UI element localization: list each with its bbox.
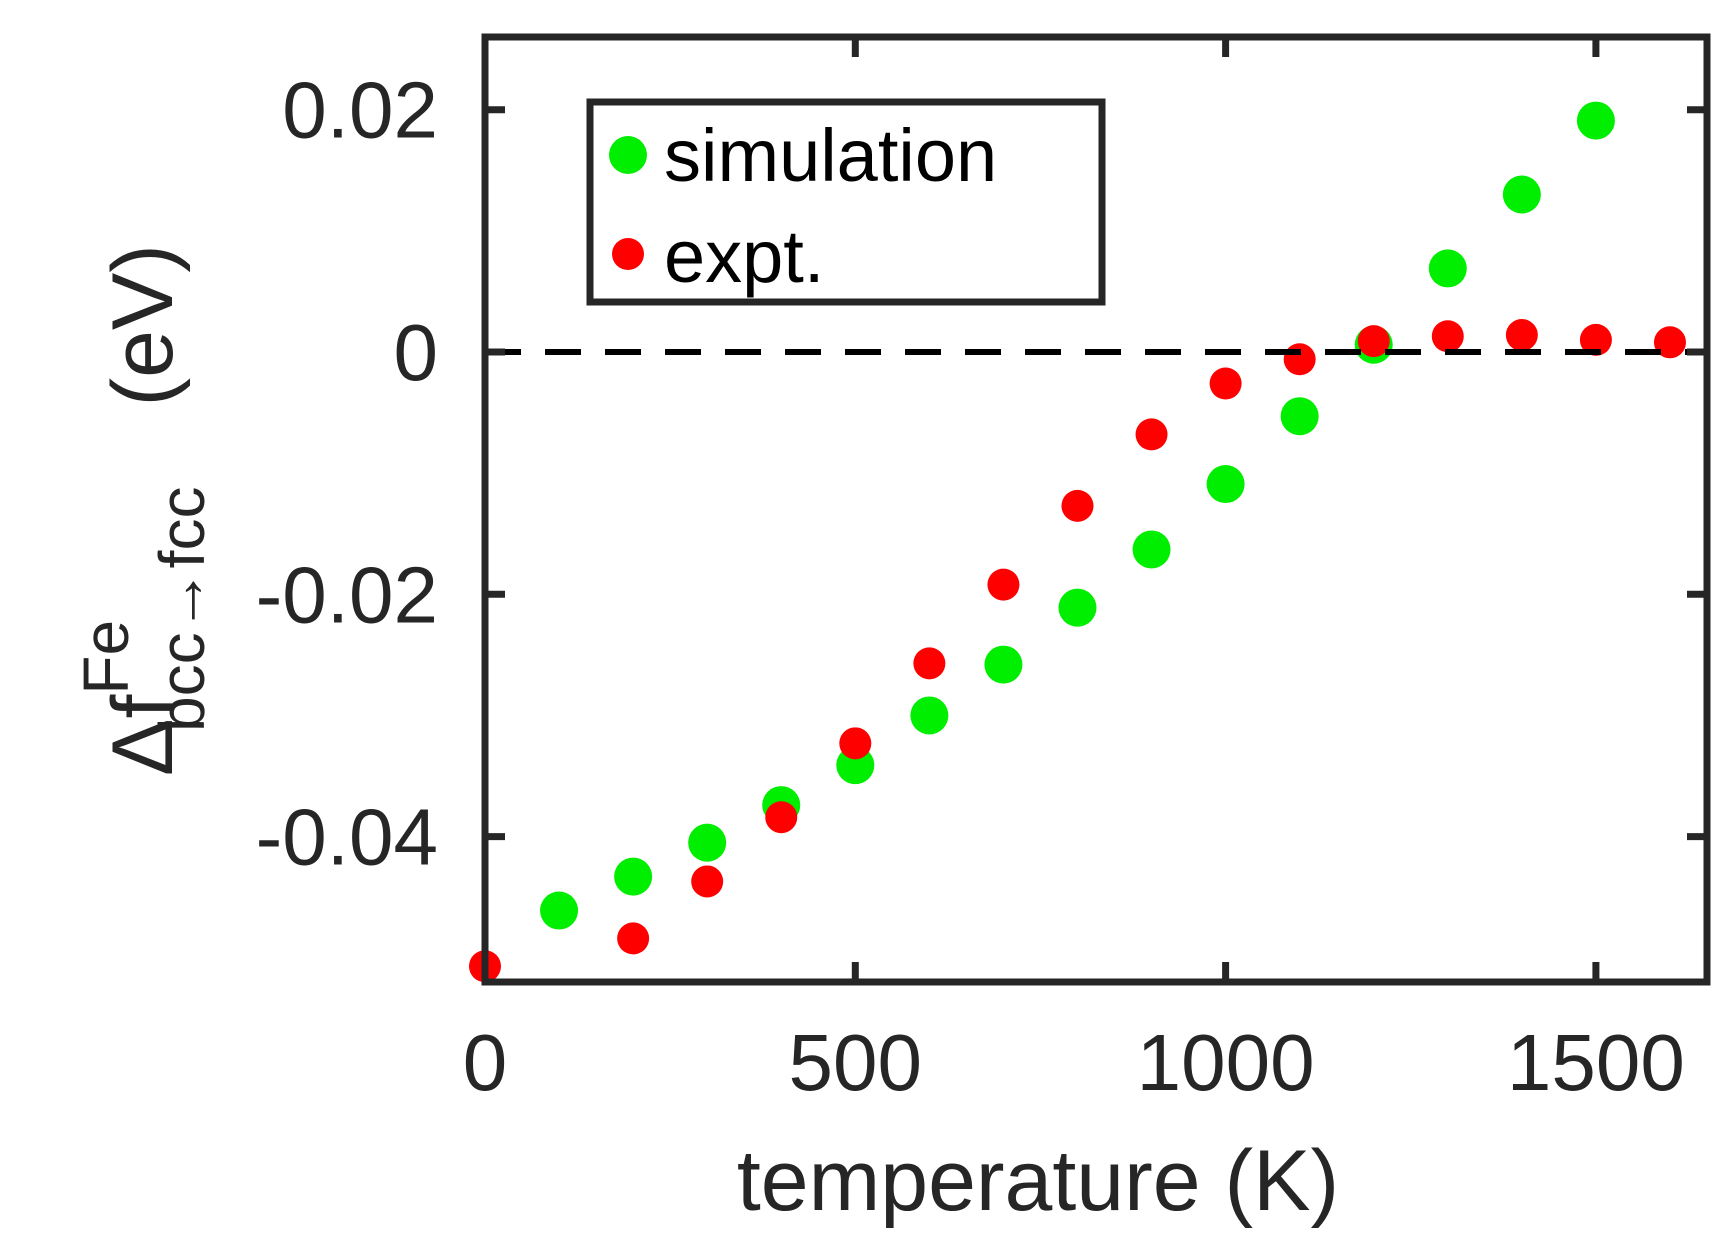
data-point-expt xyxy=(617,922,650,955)
x-tick-label: 1000 xyxy=(1137,1018,1315,1107)
y-axis-label-unit: (eV) xyxy=(95,244,191,406)
y-axis-label-superscript: Fe xyxy=(70,620,142,695)
y-axis-label: ΔfFebcc→fcc (eV) xyxy=(70,244,218,776)
data-point-expt xyxy=(987,568,1020,601)
y-tick-label: -0.04 xyxy=(256,793,438,882)
series-expt xyxy=(469,319,1686,983)
data-point-expt xyxy=(1283,343,1316,376)
legend-label-simulation: simulation xyxy=(664,114,997,197)
data-point-simulation xyxy=(1280,397,1319,436)
axes-frame xyxy=(481,33,1711,986)
data-point-simulation xyxy=(1206,465,1245,504)
data-point-expt xyxy=(1505,319,1538,352)
y-tick-label: 0.02 xyxy=(282,66,438,155)
y-tick-label: 0 xyxy=(394,308,439,397)
data-marks xyxy=(469,101,1686,983)
y-axis-label-subscript: bcc→fcc xyxy=(146,487,218,732)
legend-marker-expt xyxy=(612,238,644,270)
data-point-simulation xyxy=(540,891,579,930)
y-tick-label: -0.02 xyxy=(256,550,438,639)
data-point-simulation xyxy=(984,645,1023,684)
data-point-expt xyxy=(1135,418,1168,451)
x-tick-label: 1500 xyxy=(1507,1018,1685,1107)
data-point-expt xyxy=(1209,367,1242,400)
data-point-simulation xyxy=(1502,175,1541,214)
data-point-simulation xyxy=(1058,588,1097,627)
legend-box xyxy=(586,98,1106,306)
y-axis-label-prefix: Δf xyxy=(95,693,191,775)
data-point-expt xyxy=(691,865,724,898)
axis-ticks xyxy=(481,37,1707,982)
tick-labels: 0 500 1000 1500 -0.04 -0.02 0 0.02 xyxy=(256,66,1685,1107)
data-point-simulation xyxy=(1576,101,1615,140)
data-point-simulation xyxy=(688,823,727,862)
data-point-expt xyxy=(1061,489,1094,522)
data-point-expt xyxy=(1579,323,1612,356)
data-point-simulation xyxy=(910,696,949,735)
legend: simulation expt. xyxy=(586,98,1106,306)
data-point-expt xyxy=(913,647,946,680)
data-point-simulation xyxy=(1132,530,1171,569)
data-point-expt xyxy=(1357,325,1390,358)
data-point-expt xyxy=(765,801,798,834)
legend-label-expt: expt. xyxy=(664,215,824,298)
data-point-expt xyxy=(839,727,872,760)
legend-marker-simulation xyxy=(609,136,647,174)
x-tick-label: 500 xyxy=(789,1018,922,1107)
data-point-expt xyxy=(1653,326,1686,359)
data-point-simulation xyxy=(1428,249,1467,288)
svg-text:ΔfFebcc→fcc(eV): ΔfFebcc→fcc (eV) xyxy=(70,244,218,776)
data-point-simulation xyxy=(614,857,653,896)
x-tick-label: 0 xyxy=(463,1018,508,1107)
data-point-expt xyxy=(1431,320,1464,353)
x-axis-label: temperature (K) xyxy=(737,1133,1339,1229)
